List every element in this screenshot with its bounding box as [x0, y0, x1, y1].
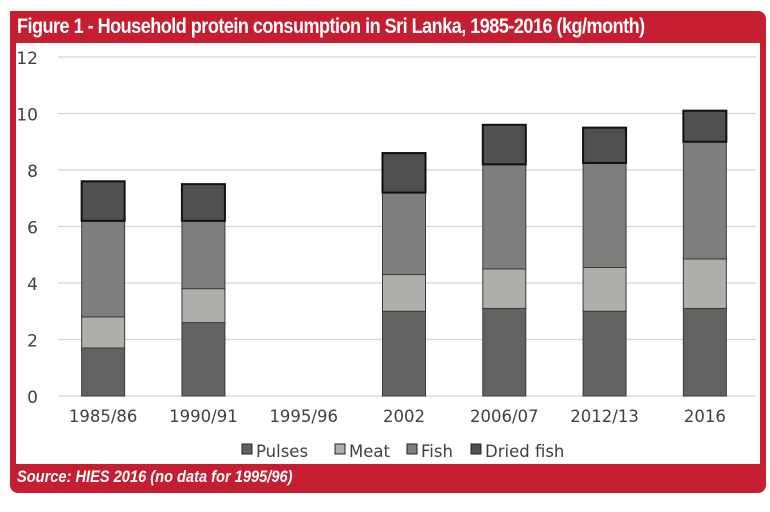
bar-segment-dried-fish: [180, 183, 226, 222]
bars: [80, 109, 728, 397]
source-note: Source: HIES 2016 (no data for 1995/96): [17, 467, 293, 486]
y-tick-label: 12: [16, 49, 38, 69]
bar-segment-pulses: [81, 347, 126, 397]
legend-swatch: [241, 443, 253, 455]
bar-segment-meat: [382, 274, 426, 312]
figure-frame: Figure 1 - Household protein consumption…: [10, 11, 766, 493]
bar-segment-pulses: [682, 307, 727, 397]
y-axis-tick-labels: 0 2 4 6 8 10 12: [16, 49, 38, 408]
bar-segment-dried-fish: [381, 152, 427, 194]
bar-segment-dried-fish: [582, 126, 628, 164]
x-tick-label: 1995/96: [269, 407, 338, 426]
x-tick-label: 1985/86: [69, 407, 138, 426]
bar-segment-pulses: [482, 307, 527, 397]
x-axis-tick-labels: 1985/86 1990/91 1995/96 2002 2006/07 2012/13 2…: [69, 407, 726, 426]
y-tick-label: 10: [16, 106, 38, 126]
bar-segment-meat: [682, 258, 727, 309]
bar-segment-fish: [482, 163, 527, 270]
bar-segment-fish: [81, 220, 126, 318]
legend-label: Dried fish: [485, 442, 564, 461]
stacked-bar-chart: 0 2 4 6 8 10 12 1985/86 1990/91 1995/96 2002 2006/…: [16, 49, 756, 461]
y-tick-label: 0: [27, 388, 38, 408]
bar-segment-meat: [482, 268, 527, 309]
legend-swatch: [470, 443, 482, 455]
y-tick-label: 6: [27, 219, 38, 239]
bar-segment-fish: [682, 141, 727, 260]
bar-segment-dried-fish: [80, 180, 126, 222]
chart-area: 0 2 4 6 8 10 12 1985/86 1990/91 1995/96 2002 2006/…: [16, 43, 760, 464]
x-tick-label: 2012/13: [570, 407, 639, 426]
bar-segment-fish: [382, 192, 426, 276]
bar-segment-meat: [181, 288, 226, 324]
bar-segment-fish: [181, 220, 226, 290]
y-tick-label: 4: [27, 275, 38, 295]
legend-label: Fish: [421, 442, 453, 461]
x-tick-label: 2016: [684, 407, 726, 426]
bar-segment-dried-fish: [682, 109, 728, 143]
bar-segment-dried-fish: [481, 123, 527, 166]
bar-segment-meat: [81, 316, 126, 349]
bar-segment-pulses: [181, 322, 226, 397]
figure-title: Figure 1 - Household protein consumption…: [17, 15, 645, 38]
legend-label: Meat: [349, 442, 390, 461]
legend: Pulses Meat Fish Dried fish: [241, 442, 564, 461]
x-tick-label: 1990/91: [169, 407, 238, 426]
bar-segment-fish: [582, 162, 627, 268]
legend-label: Pulses: [256, 442, 308, 461]
bar-segment-pulses: [582, 310, 627, 397]
bar-segment-pulses: [382, 310, 426, 397]
legend-swatch: [406, 443, 418, 455]
x-tick-label: 2006/07: [470, 407, 539, 426]
x-tick-label: 2002: [383, 407, 425, 426]
y-tick-label: 8: [27, 162, 38, 182]
legend-swatch: [334, 443, 346, 455]
bar-segment-meat: [582, 266, 627, 312]
y-tick-label: 2: [27, 332, 38, 352]
